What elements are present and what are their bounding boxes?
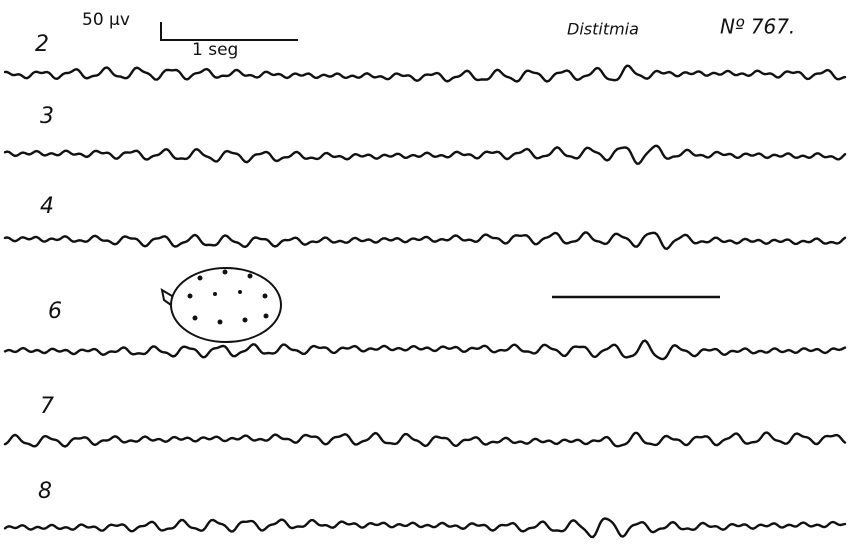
time-scale-label: 1 seg [192,40,238,60]
eeg-trace [5,518,845,537]
channel-label: 7 [40,394,54,419]
amplitude-scale-label: 50 µv [82,10,130,30]
channel-label: 6 [48,299,62,324]
eeg-figure: 50 µv 1 seg Distitmia Nº 767. 2 3 4 6 7 8 [0,0,851,546]
record-number: Nº 767. [720,15,795,39]
eeg-trace [5,341,845,360]
head-diagram [162,268,281,342]
eeg-trace [5,433,845,447]
eeg-trace [5,233,845,249]
eeg-trace [5,66,845,82]
eeg-trace [5,146,845,164]
channel-label: 8 [38,479,52,504]
title: Distitmia [567,20,639,39]
channel-label: 4 [40,194,54,219]
channel-label: 3 [40,104,54,129]
channel-label: 2 [35,32,49,57]
scale-bar [161,22,298,40]
